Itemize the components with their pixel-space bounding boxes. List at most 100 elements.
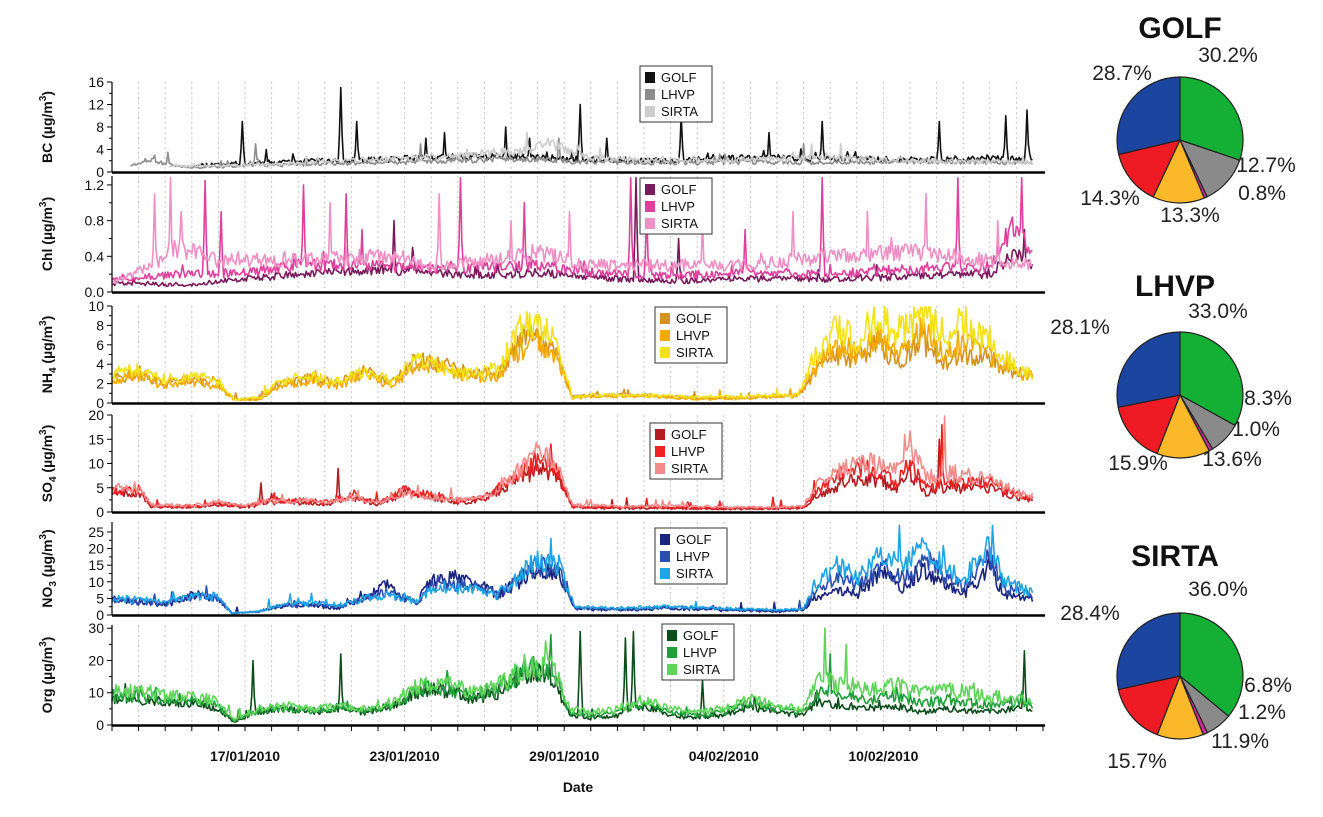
- series-line-no3-golf: [111, 557, 1034, 614]
- pie-slice-no3: [1116, 331, 1181, 409]
- legend-label-sirta: SIRTA: [676, 566, 713, 581]
- pie-value-label-org: 33.0%: [1188, 300, 1248, 323]
- legend-org: GOLF LHVP SIRTA: [661, 623, 735, 681]
- y-tick-label: 0: [96, 395, 104, 411]
- y-tick-label: 0: [96, 607, 104, 623]
- y-tick-label: 8: [96, 317, 104, 333]
- y-tick-label: 25: [88, 524, 104, 540]
- y-axis-title-part: ): [39, 425, 55, 430]
- y-tick-label: 15: [88, 431, 104, 447]
- pie-value-label-chl: 1.2%: [1238, 701, 1286, 724]
- y-axis-title-part: ): [39, 637, 55, 642]
- series-line-bc-golf: [193, 86, 1033, 168]
- y-axis-title-bc: BC (µg/m3): [38, 91, 55, 163]
- y-axis-title-part: 4: [48, 476, 59, 482]
- series-line-nh4-sirta: [111, 306, 1034, 401]
- legend-swatch-sirta: [645, 106, 655, 117]
- pie-value-label-org: 30.2%: [1198, 44, 1258, 67]
- pie-title-sirta: SIRTA: [1131, 540, 1219, 573]
- y-axis-title-nh4: NH4 (µg/m3): [38, 316, 59, 394]
- series-line-so4-sirta: [111, 415, 1034, 510]
- series-line-bc-sirta: [168, 131, 1034, 168]
- y-axis-title-org: Org (µg/m3): [38, 637, 55, 714]
- y-axis-title-part: 3: [38, 641, 49, 647]
- panel-org: 0 10 20 30 Org (µg/m3) GOLF LHVP SIRTA: [38, 620, 1045, 733]
- pie-value-label-no3: 28.4%: [1060, 602, 1120, 625]
- y-axis-title-part: NO: [39, 587, 55, 608]
- pie-slice-no3: [1116, 76, 1181, 156]
- pie-slice-nh4: [1156, 393, 1211, 459]
- y-axis-title-so4: SO4 (µg/m3): [38, 425, 59, 503]
- pie-slice-org: [1179, 612, 1244, 718]
- legend-bc: GOLF LHVP SIRTA: [639, 65, 713, 123]
- legend-swatch-sirta: [667, 664, 677, 675]
- y-tick-label: 20: [88, 407, 104, 423]
- legend-swatch-lhvp: [667, 647, 677, 658]
- y-tick-label: 1.2: [85, 177, 105, 193]
- legend-nh4: GOLF LHVP SIRTA: [654, 306, 728, 364]
- y-tick-label: 15: [88, 557, 104, 573]
- y-tick-label: 0.0: [85, 284, 105, 300]
- pie-value-label-no3: 28.1%: [1050, 316, 1110, 339]
- legend-swatch-lhvp: [645, 89, 655, 100]
- y-tick-label: 2: [96, 376, 104, 392]
- legend-label-sirta: SIRTA: [661, 216, 698, 231]
- pie-slice-no3: [1116, 612, 1181, 691]
- legend-swatch-lhvp: [655, 446, 665, 457]
- x-tick-label: 29/01/2010: [529, 748, 599, 764]
- legend-swatch-sirta: [645, 218, 655, 229]
- pie-slice-so4: [1117, 675, 1181, 736]
- y-tick-label: 4: [96, 356, 104, 372]
- y-axis-title-part: ): [39, 316, 55, 321]
- legend-swatch-golf: [660, 534, 670, 545]
- y-axis-title-part: Org: [39, 685, 55, 714]
- legend-swatch-golf: [655, 429, 665, 440]
- y-axis-title-part: 3: [48, 581, 59, 587]
- y-tick-label: 12: [88, 97, 104, 113]
- pie-charts: GOLF 30.2% 28.7% 12.7% 0.8% 14.3% 13.3% LHVP …: [1050, 12, 1296, 773]
- legend-label-lhvp: LHVP: [661, 199, 695, 214]
- pie-value-label-nh4: 13.3%: [1160, 204, 1220, 227]
- y-axis-title-part: (µg/m: [39, 647, 55, 685]
- legend-swatch-golf: [660, 313, 670, 324]
- y-axis-title-no3: NO3 (µg/m3): [38, 529, 59, 607]
- y-axis-title-part: (µg/m: [39, 540, 55, 582]
- y-axis-title-part: NH: [39, 373, 55, 393]
- series-line-org-sirta: [111, 627, 1033, 721]
- series-line-chl-lhvp: [111, 177, 1033, 282]
- y-axis-title-part: (µg/m: [39, 435, 55, 477]
- legend-so4: GOLF LHVP SIRTA: [649, 422, 723, 480]
- y-axis-title-part: Chl: [39, 245, 55, 271]
- pie-value-label-nh4: 13.6%: [1202, 448, 1262, 471]
- pie-value-label-so4: 14.3%: [1080, 187, 1140, 210]
- legend-label-lhvp: LHVP: [676, 328, 710, 343]
- y-tick-label: 0: [96, 717, 104, 733]
- pie-slice-so4: [1117, 139, 1182, 198]
- x-tick-label: 10/02/2010: [848, 748, 918, 764]
- legend-swatch-sirta: [655, 463, 665, 474]
- y-axis-title-part: 3: [38, 201, 49, 207]
- y-axis-title-part: 3: [38, 320, 49, 326]
- pie-value-label-chl: 0.8%: [1238, 182, 1286, 205]
- y-axis-title-chl: Chl (µg/m3): [38, 197, 55, 271]
- pie-value-label-bc: 8.3%: [1244, 387, 1292, 410]
- y-tick-label: 0: [96, 164, 104, 180]
- legend-swatch-golf: [645, 184, 655, 195]
- y-tick-label: 10: [88, 685, 104, 701]
- panel-chl: 0.0 0.4 0.8 1.2 Chl (µg/m3) GOLF LHVP SIRTA: [38, 176, 1045, 300]
- shared-date-axis: Date 17/01/2010 23/01/2010 29/01/2010 04/02…: [111, 725, 1044, 795]
- pie-value-label-no3: 28.7%: [1092, 62, 1152, 85]
- y-axis-title-part: 3: [38, 429, 49, 435]
- legend-label-sirta: SIRTA: [676, 345, 713, 360]
- panel-so4: 0 5 10 15 20 SO4 (µg/m3) GOLF LHVP SIRTA: [38, 407, 1045, 520]
- legend-no3: GOLF LHVP SIRTA: [654, 527, 728, 585]
- y-tick-label: 20: [88, 541, 104, 557]
- y-axis-title-part: SO: [39, 482, 55, 502]
- series-line-no3-sirta: [111, 524, 1034, 615]
- pie-value-label-chl: 1.0%: [1232, 418, 1280, 441]
- y-axis-title-part: BC: [39, 139, 55, 163]
- y-axis-title-part: ): [39, 197, 55, 202]
